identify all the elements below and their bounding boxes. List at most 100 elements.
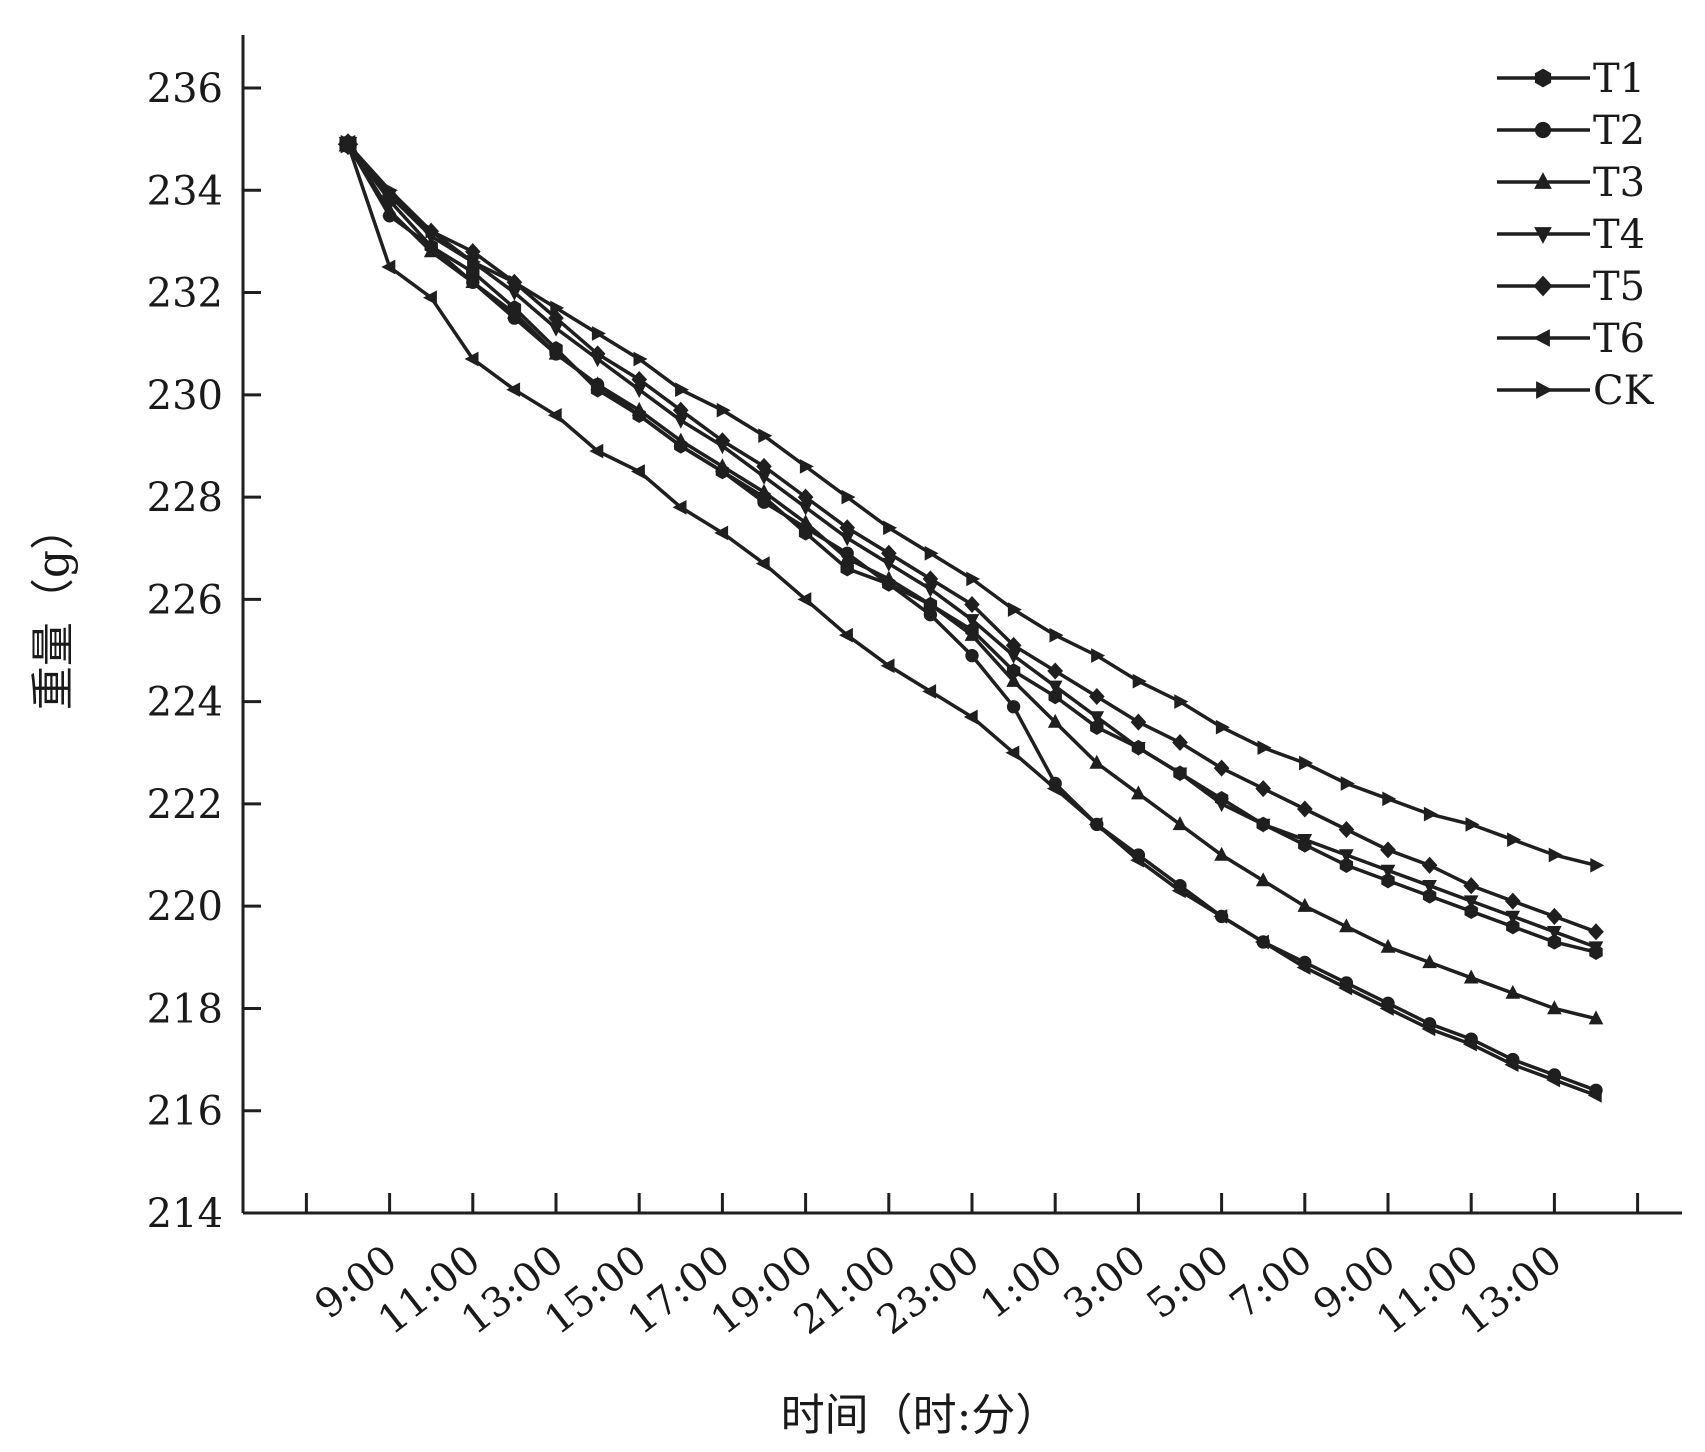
data-point-t6 — [839, 627, 853, 643]
data-point-t6 — [1421, 1021, 1436, 1037]
data-point-ck — [591, 326, 606, 341]
data-point-t3 — [382, 202, 397, 217]
data-point-t3 — [1339, 918, 1354, 933]
legend: T1 T2 T3 T4 T5 T6 CK — [1497, 56, 1655, 414]
data-point-t3 — [798, 514, 813, 529]
data-point-t6 — [1587, 1088, 1602, 1103]
data-point-t3 — [1047, 713, 1063, 728]
data-point-t3 — [590, 376, 605, 391]
series-line-t1 — [346, 143, 1597, 954]
data-point-t4 — [1089, 711, 1105, 726]
data-point-t6 — [1296, 960, 1311, 975]
legend-label-t1: T1 — [1593, 56, 1645, 102]
data-point-t6 — [963, 709, 978, 725]
data-point-t1 — [1506, 918, 1520, 935]
data-point-t4 — [1505, 910, 1521, 925]
data-point-t5 — [1338, 820, 1355, 839]
data-point-t3 — [1505, 984, 1521, 999]
x-tick-label: 1:00 — [972, 1237, 1071, 1329]
legend-label-t3: T3 — [1593, 160, 1645, 206]
data-point-t6 — [547, 407, 562, 423]
data-point-t3 — [1380, 938, 1396, 953]
y-tick-label: 216 — [147, 1089, 223, 1135]
legend-marker-t3 — [1534, 172, 1552, 189]
data-point-t3 — [1297, 897, 1313, 912]
data-point-t6 — [1130, 852, 1145, 868]
data-point-t5 — [631, 370, 648, 389]
legend-label-t2: T2 — [1593, 108, 1645, 154]
data-point-t3 — [1214, 846, 1229, 861]
data-point-t6 — [755, 556, 770, 571]
series-t6 — [337, 134, 1602, 1103]
data-point-t6 — [922, 684, 937, 699]
x-tick-label: 3:00 — [1055, 1237, 1154, 1329]
data-point-t3 — [1255, 872, 1271, 887]
data-point-ck — [1382, 791, 1397, 807]
y-tick-label: 214 — [147, 1191, 223, 1237]
data-point-t6 — [1005, 745, 1020, 761]
legend-marker-t1 — [1534, 68, 1552, 88]
data-point-t3 — [964, 626, 980, 641]
data-point-t4 — [1172, 767, 1188, 782]
data-point-t6 — [464, 351, 479, 367]
data-point-t5 — [1172, 733, 1188, 752]
data-point-ck — [1507, 832, 1522, 848]
data-point-t1 — [1381, 872, 1395, 889]
data-point-t6 — [672, 499, 687, 515]
data-point-t3 — [1422, 954, 1437, 969]
data-point-t1 — [1339, 857, 1354, 873]
data-point-t6 — [631, 464, 645, 479]
data-point-t1 — [1464, 903, 1478, 919]
data-point-t5 — [1255, 780, 1272, 798]
data-point-t6 — [1338, 980, 1353, 996]
data-point-t5 — [1588, 923, 1604, 941]
data-point-ck — [883, 520, 898, 536]
data-point-t3 — [465, 274, 481, 288]
data-point-t6 — [714, 525, 729, 541]
legend-marker-t4 — [1534, 227, 1552, 244]
data-point-t4 — [1380, 864, 1396, 879]
series-group — [337, 133, 1605, 1103]
data-point-t3 — [423, 243, 439, 258]
data-point-t1 — [840, 560, 854, 577]
data-point-ck — [383, 182, 398, 198]
data-point-ck — [675, 382, 689, 398]
data-point-t4 — [1255, 818, 1271, 833]
data-point-ck — [1423, 806, 1438, 822]
data-point-t4 — [1463, 895, 1479, 910]
data-point-t6 — [589, 443, 604, 459]
data-point-ck — [508, 274, 523, 290]
data-point-ck — [1132, 673, 1147, 689]
data-point-t6 — [1171, 883, 1186, 899]
data-point-t5 — [1213, 759, 1230, 777]
data-point-t3 — [923, 596, 938, 611]
y-tick-label: 228 — [147, 475, 223, 521]
y-tick-label: 224 — [147, 680, 223, 726]
data-point-t6 — [797, 592, 812, 607]
data-point-t3 — [839, 550, 855, 565]
data-point-ck — [966, 571, 981, 587]
y-axis-title: 重量（g） — [28, 506, 79, 710]
legend-item-t1: T1 — [1497, 56, 1645, 102]
y-tick-label: 236 — [147, 66, 223, 112]
data-point-ck — [425, 223, 440, 239]
data-point-t6 — [1462, 1036, 1477, 1052]
data-point-t3 — [1463, 969, 1479, 984]
data-point-t3 — [1588, 1010, 1604, 1025]
data-point-ck — [1590, 857, 1605, 873]
series-t4 — [338, 136, 1604, 956]
data-point-t5 — [672, 401, 689, 419]
data-point-t5 — [1380, 841, 1396, 859]
legend-marker-t5 — [1533, 275, 1553, 297]
data-point-t5 — [797, 488, 814, 506]
series-t5 — [337, 133, 1604, 941]
data-point-t4 — [1297, 834, 1313, 848]
data-point-t6 — [1254, 934, 1269, 950]
data-point-ck — [1049, 627, 1064, 643]
y-tick-label: 226 — [147, 577, 223, 623]
data-point-t3 — [631, 401, 647, 416]
data-point-t3 — [673, 432, 689, 447]
data-point-t4 — [1131, 742, 1146, 756]
data-point-t5 — [881, 544, 897, 562]
data-point-ck — [1257, 740, 1272, 756]
